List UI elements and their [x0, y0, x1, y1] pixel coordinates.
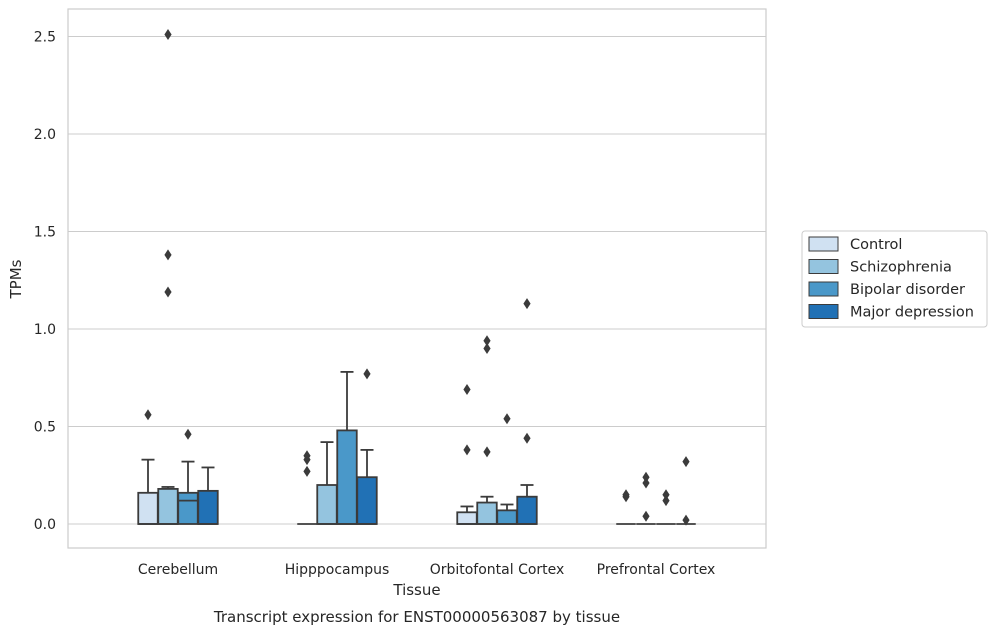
y-tick-label: 0.0: [34, 517, 56, 533]
y-axis-label: TPMs: [7, 259, 25, 299]
legend-label: Control: [850, 237, 902, 253]
box-schizophrenia: [316, 441, 338, 525]
box-major-depression: [676, 456, 696, 526]
y-tick-label: 0.5: [34, 420, 56, 436]
legend-swatch: [808, 236, 839, 252]
outlier-point: [523, 298, 531, 310]
legend-swatch: [808, 259, 839, 274]
outlier-point: [642, 471, 650, 483]
box-iqr: [356, 476, 378, 525]
outlier-point: [483, 446, 491, 458]
outlier-point: [144, 409, 152, 421]
y-tick-label: 1.5: [34, 225, 56, 241]
outlier-point: [523, 432, 531, 444]
y-tick-label: 2.5: [34, 30, 56, 46]
box-bipolar-disorder: [177, 428, 199, 525]
box-iqr: [456, 511, 478, 525]
outlier-point: [303, 465, 311, 477]
box-iqr: [316, 484, 338, 525]
outlier-point: [463, 444, 471, 456]
chart-caption: Transcript expression for ENST0000056308…: [213, 608, 620, 626]
outlier-point: [662, 489, 670, 501]
box-iqr: [177, 491, 199, 525]
outlier-point: [164, 29, 172, 41]
x-axis-label: Tissue: [392, 581, 440, 599]
legend-swatch: [808, 304, 839, 319]
outlier-point: [164, 249, 172, 261]
box-iqr: [137, 491, 159, 525]
box-schizophrenia: [636, 471, 656, 525]
box-iqr: [476, 501, 498, 525]
box-schizophrenia: [476, 335, 498, 525]
legend: Control Schizophrenia Bipolar disorder Majo…: [801, 230, 988, 328]
outlier-point: [622, 489, 630, 501]
box-control: [456, 383, 478, 525]
outlier-point: [682, 514, 690, 526]
outlier-point: [662, 495, 670, 507]
box-major-depression: [197, 466, 219, 525]
outlier-point: [463, 383, 471, 395]
box-major-depression: [356, 368, 378, 525]
box-control: [297, 450, 317, 525]
box-iqr: [336, 429, 358, 525]
legend-label: Major depression: [850, 305, 974, 321]
outlier-point: [682, 456, 690, 468]
legend-swatch: [808, 281, 839, 297]
box-bipolar-disorder: [496, 413, 518, 525]
box-iqr: [496, 509, 518, 525]
outlier-point: [503, 413, 511, 425]
y-tick-label: 2.0: [34, 127, 56, 143]
outlier-point: [642, 510, 650, 522]
outlier-point: [642, 477, 650, 489]
y-axis-ticks: 0.0 0.5 1.0 1.5 2.0 2.5: [34, 30, 56, 534]
outlier-point: [184, 428, 192, 440]
outlier-point: [483, 343, 491, 354]
legend-label: Schizophrenia: [850, 260, 952, 276]
x-tick-label: Hipppocampus: [285, 562, 390, 578]
box-schizophrenia: [157, 29, 179, 525]
y-tick-label: 1.0: [34, 322, 56, 338]
box-control: [616, 489, 636, 525]
x-tick-label: Cerebellum: [138, 562, 218, 578]
x-axis-ticks: Cerebellum Hipppocampus Orbitofontal Corte…: [138, 562, 715, 578]
legend-frame: [801, 230, 988, 328]
legend-label: Bipolar disorder: [850, 282, 965, 298]
box-bipolar-disorder: [656, 489, 676, 525]
gridlines: [68, 35, 766, 525]
box-major-depression: [516, 298, 538, 525]
outlier-point: [303, 450, 311, 462]
box-iqr: [157, 487, 179, 525]
box-iqr: [197, 489, 219, 525]
outlier-point: [363, 368, 371, 380]
box-groups: [137, 29, 696, 526]
x-tick-label: Prefrontal Cortex: [597, 562, 716, 578]
outlier-point: [483, 335, 491, 347]
box-iqr: [516, 495, 538, 525]
x-tick-label: Orbitofontal Cortex: [430, 562, 565, 578]
outlier-point: [164, 286, 172, 298]
plot-area-frame: [67, 8, 767, 549]
box-bipolar-disorder: [336, 370, 358, 525]
